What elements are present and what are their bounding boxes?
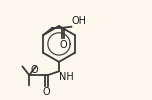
Text: O: O <box>59 40 67 50</box>
Text: O: O <box>30 65 38 75</box>
Text: NH: NH <box>59 72 74 82</box>
Text: O: O <box>43 87 50 97</box>
Text: OH: OH <box>72 16 87 26</box>
